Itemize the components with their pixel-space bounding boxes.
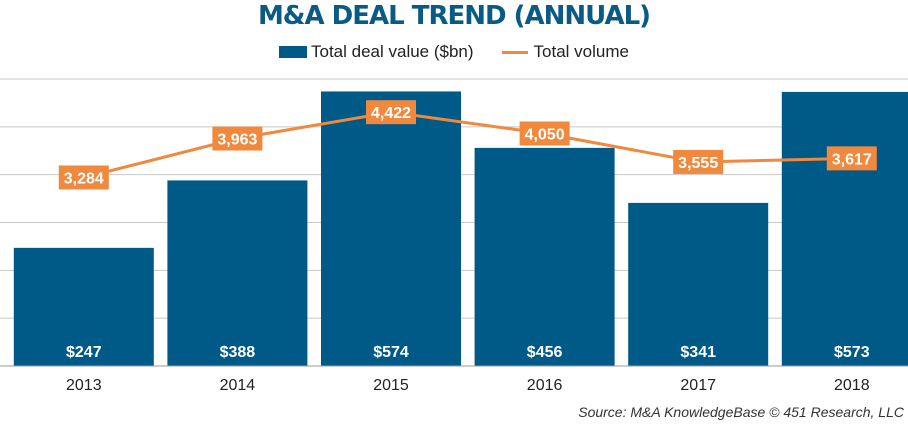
- volume-value-label: 3,617: [832, 151, 872, 168]
- chart-title: M&A DEAL TREND (ANNUAL): [257, 1, 651, 31]
- volume-marker: [826, 146, 877, 171]
- chart-legend: Total deal value ($bn) Total volume: [0, 41, 908, 63]
- volume-marker: [58, 165, 109, 190]
- volume-line: [83, 110, 852, 179]
- bar: [474, 147, 615, 366]
- x-tick-label: 2016: [527, 377, 563, 394]
- source-note: Source: M&A KnowledgeBase © 451 Research…: [578, 404, 904, 420]
- volume-marker: [519, 121, 570, 146]
- volume-value-label: 3,284: [64, 170, 104, 187]
- legend-item-deal-value: Total deal value ($bn): [279, 42, 474, 62]
- volume-value-label: 4,050: [525, 127, 565, 144]
- volume-value-label: 3,555: [678, 155, 718, 172]
- volume-marker: [673, 149, 724, 174]
- x-tick-label: 2015: [373, 377, 409, 394]
- x-tick-label: 2014: [220, 377, 256, 394]
- legend-item-volume: Total volume: [501, 42, 629, 62]
- volume-value-label: 4,422: [371, 105, 411, 122]
- x-tick-label: 2018: [834, 377, 870, 394]
- bar: [321, 91, 461, 366]
- bar-value-label: $341: [680, 344, 716, 361]
- volume-marker: [366, 100, 416, 125]
- bar-value-label: $388: [220, 344, 256, 361]
- bar: [167, 180, 308, 366]
- bar-value-label: $247: [66, 344, 102, 361]
- bar-value-label: $574: [373, 344, 409, 361]
- x-tick-label: 2017: [680, 377, 716, 394]
- bar: [628, 202, 769, 366]
- bar: [13, 247, 154, 366]
- legend-label-volume: Total volume: [533, 42, 629, 61]
- legend-label-deal-value: Total deal value ($bn): [311, 42, 474, 61]
- bar: [781, 91, 908, 366]
- volume-marker: [212, 126, 263, 151]
- volume-value-label: 3,963: [217, 132, 257, 149]
- bar-value-label: $573: [834, 344, 870, 361]
- legend-swatch-line: [501, 50, 528, 54]
- legend-swatch-bar: [279, 46, 307, 58]
- bar-value-label: $456: [527, 344, 563, 361]
- x-tick-label: 2013: [66, 377, 102, 394]
